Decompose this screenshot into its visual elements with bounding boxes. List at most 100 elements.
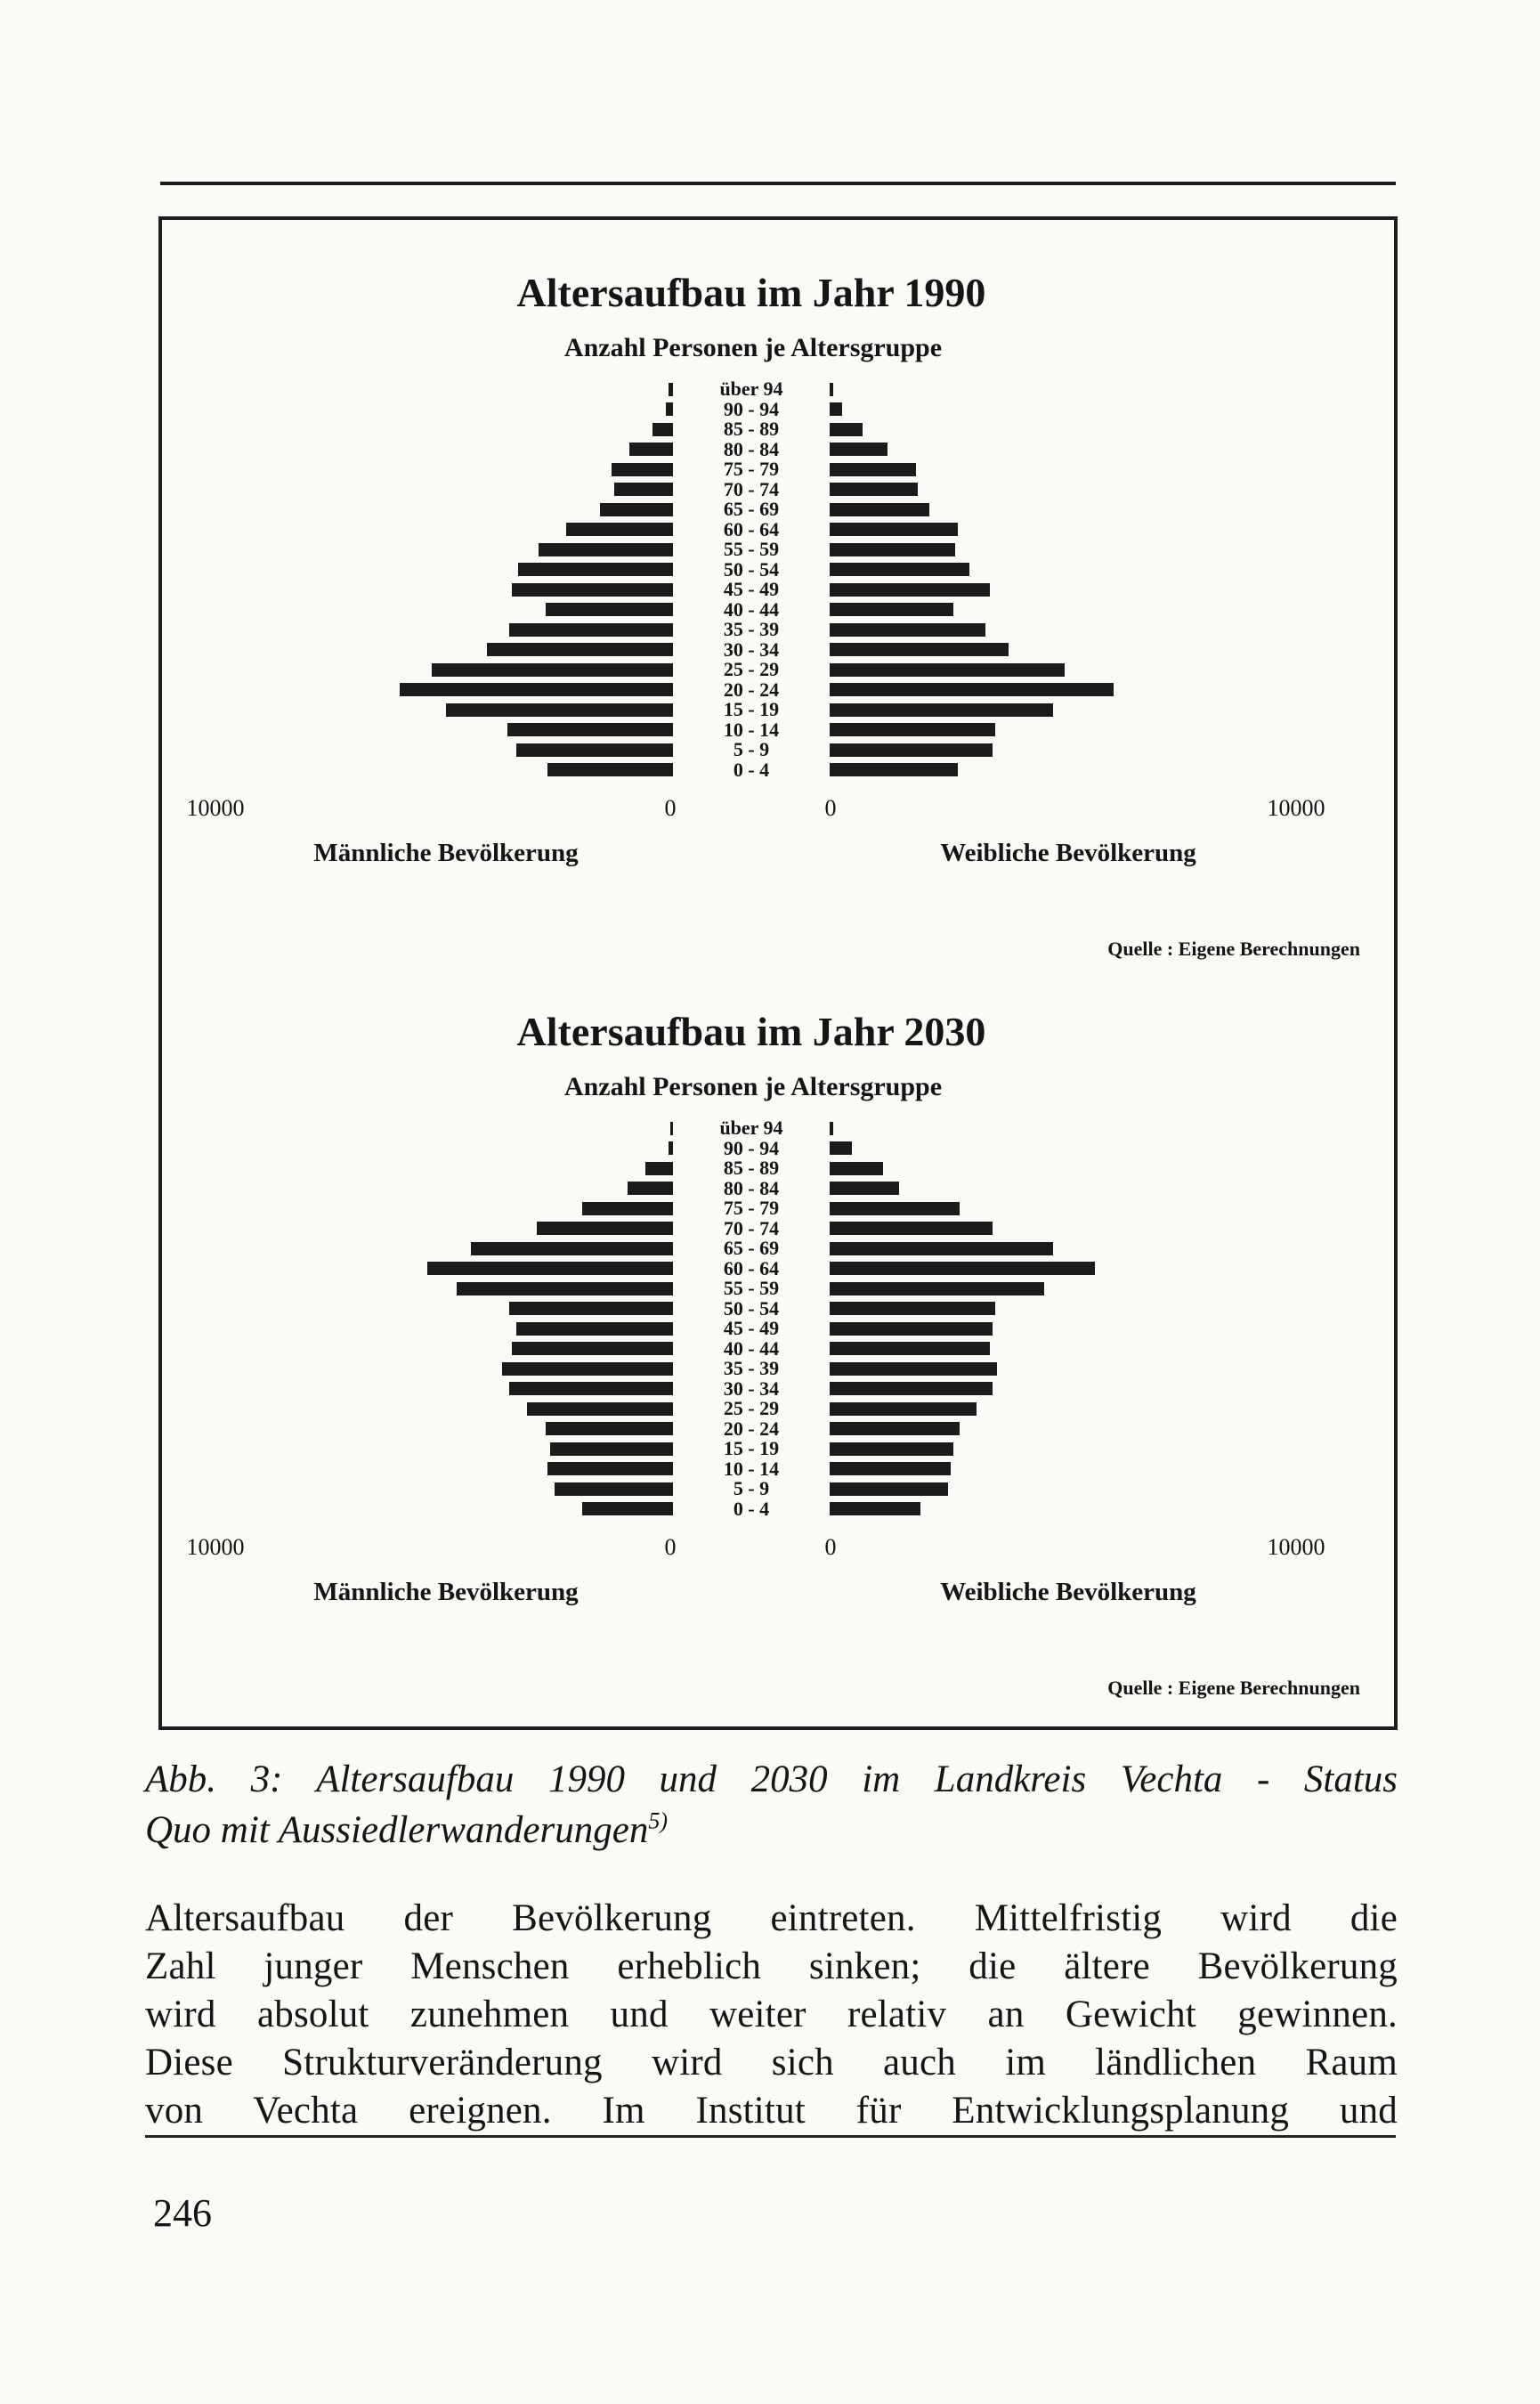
female-bar-cell — [830, 1118, 1295, 1139]
female-bar — [830, 502, 930, 516]
female-bar-cell — [830, 1179, 1295, 1199]
female-bar — [830, 1121, 833, 1135]
pyramid-row: 65 - 69 — [218, 499, 1295, 520]
female-bar-cell — [830, 480, 1295, 500]
male-bar-cell — [218, 580, 673, 600]
axis-tick-right-zero: 0 — [824, 1534, 837, 1560]
male-bar — [629, 443, 673, 457]
caption-line-2-text: Quo mit Aussiedlerwanderungen — [145, 1809, 649, 1851]
male-bar — [613, 483, 673, 497]
male-bar-cell — [218, 1459, 673, 1480]
female-bar-cell — [830, 1339, 1295, 1360]
body-paragraph: Altersaufbau der Bevölkerung eintreten. … — [145, 1895, 1398, 2135]
axis-tick-right-max: 10000 — [1267, 795, 1325, 821]
pyramid-row: 85 - 89 — [218, 418, 1295, 440]
pyramid-row: 65 - 69 — [218, 1238, 1295, 1259]
male-bar-cell — [218, 440, 673, 460]
male-bar — [515, 1321, 673, 1336]
male-bar — [486, 643, 673, 657]
age-group-label: 60 - 64 — [723, 1256, 780, 1279]
male-bar-cell — [218, 560, 673, 581]
pyramid-rows: über 94 90 - 94 85 - 89 80 - 84 75 - 79 70 - … — [218, 378, 1295, 781]
age-group-label: 35 - 39 — [723, 1357, 780, 1379]
axis-tick-left-zero: 0 — [664, 795, 677, 821]
page-number: 246 — [153, 2191, 212, 2235]
female-bar-cell — [830, 1279, 1295, 1299]
male-bar — [427, 1262, 673, 1276]
pyramid-row: 10 - 14 — [218, 718, 1295, 741]
pyramid-row: 5 - 9 — [218, 738, 1295, 760]
male-bar — [457, 1281, 673, 1295]
female-bar — [830, 1241, 1054, 1255]
male-bar-cell — [218, 1219, 673, 1239]
male-bar-cell — [218, 1279, 673, 1299]
pyramid-row: 0 - 4 — [218, 1498, 1295, 1520]
female-bar — [830, 743, 993, 757]
female-bar-cell — [830, 1379, 1295, 1400]
male-bar-cell — [218, 760, 673, 781]
female-bar-cell — [830, 1158, 1295, 1179]
male-bar — [555, 1482, 673, 1496]
male-bar — [511, 582, 673, 597]
male-bar — [547, 1462, 673, 1476]
male-bar — [400, 683, 673, 697]
male-bar-cell — [218, 1419, 673, 1440]
age-group-label: 5 - 9 — [733, 738, 770, 760]
female-bar — [830, 462, 916, 476]
female-bar — [830, 643, 1009, 657]
age-group-label: 45 - 49 — [723, 1317, 780, 1339]
female-bar-cell — [830, 580, 1295, 600]
female-bar-cell — [830, 459, 1295, 480]
female-bar-cell — [830, 1319, 1295, 1339]
female-bar — [830, 1201, 960, 1215]
pyramid-row: 25 - 29 — [218, 1397, 1295, 1419]
female-bar-cell — [830, 1259, 1295, 1279]
female-bar-cell — [830, 1419, 1295, 1440]
male-bar — [669, 382, 673, 396]
male-bar — [507, 723, 673, 737]
male-bar-cell — [218, 400, 673, 420]
male-bar-cell — [218, 740, 673, 760]
axis-tick-left-max: 10000 — [186, 1534, 245, 1560]
female-bar-cell — [830, 1459, 1295, 1480]
female-bar-cell — [830, 499, 1295, 520]
age-group-label: 40 - 44 — [723, 597, 780, 621]
male-bar-cell — [218, 1198, 673, 1219]
age-group-label: 60 - 64 — [723, 517, 780, 540]
body-line: Altersaufbau der Bevölkerung eintreten. … — [145, 1897, 1398, 1939]
female-bar-cell — [830, 600, 1295, 621]
age-group-label: 20 - 24 — [723, 1417, 780, 1440]
female-bar — [830, 582, 991, 597]
female-bar — [830, 1342, 991, 1356]
male-bar-cell — [218, 1118, 673, 1139]
male-bar — [547, 763, 673, 777]
female-bar — [830, 1182, 900, 1196]
female-bar — [830, 523, 958, 537]
caption-line-1: Abb. 3: Altersaufbau 1990 und 2030 im La… — [145, 1758, 1398, 1800]
footnote-marker: 5) — [648, 1807, 669, 1834]
pyramid-rows: über 94 90 - 94 85 - 89 80 - 84 75 - 79 70 - … — [218, 1117, 1295, 1520]
age-group-label: 90 - 94 — [723, 1136, 780, 1159]
chart-title: Altersaufbau im Jahr 2030 — [516, 1009, 986, 1054]
male-bar — [470, 1241, 673, 1255]
male-bar — [536, 1222, 673, 1236]
male-bar — [509, 1382, 673, 1396]
age-group-label: 10 - 14 — [723, 718, 780, 741]
age-group-label: 25 - 29 — [723, 1397, 780, 1419]
male-bar — [527, 1401, 673, 1416]
pyramid-row: 10 - 14 — [218, 1458, 1295, 1480]
male-bar-cell — [218, 520, 673, 540]
male-bar-cell — [218, 1299, 673, 1320]
female-bar — [830, 1361, 998, 1376]
female-bar — [830, 622, 986, 637]
male-bar-cell — [218, 1379, 673, 1400]
pyramid-row: 35 - 39 — [218, 1357, 1295, 1379]
chart-subtitle: Anzahl Personen je Altersgruppe — [563, 1072, 943, 1101]
male-bar — [509, 622, 673, 637]
age-group-label: über 94 — [719, 1117, 783, 1139]
male-bar — [502, 1361, 673, 1376]
age-group-label: 50 - 54 — [723, 557, 780, 581]
female-bar — [830, 1161, 884, 1175]
female-bar — [830, 1222, 993, 1236]
female-bar — [830, 1302, 995, 1316]
